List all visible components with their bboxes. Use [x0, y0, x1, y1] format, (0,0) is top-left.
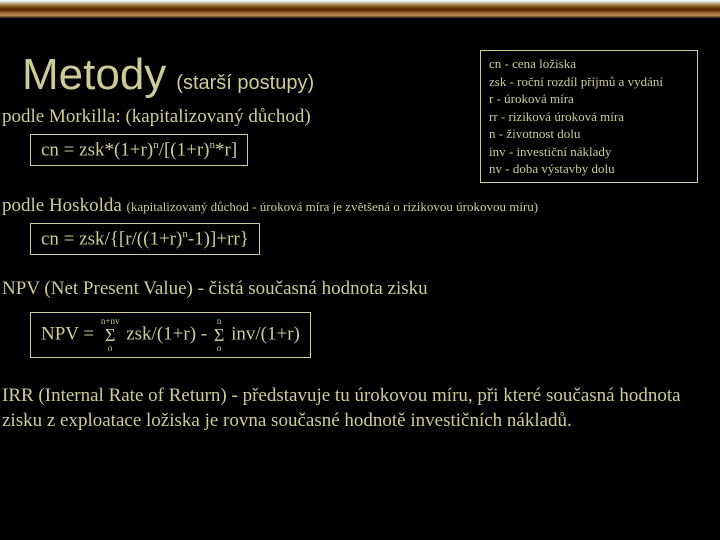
npv-section: NPV (Net Present Value) - čistá současná… [22, 277, 698, 358]
sigma2-bot: o [217, 344, 222, 353]
hoskold-formula-a: cn = zsk/{[r/((1+r) [41, 228, 182, 249]
slide-content: Metody (starší postupy) podle Morkilla: … [0, 18, 720, 433]
title-line: Metody (starší postupy) [22, 50, 462, 100]
npv-heading: NPV (Net Present Value) - čistá současná… [2, 277, 698, 302]
hoskold-intro-line: podle Hoskolda (kapitalizovaný důchod - … [2, 195, 698, 217]
legend-l2: zsk - roční rozdíl příjmů a vydání [489, 73, 689, 91]
hoskold-intro: podle Hoskolda [2, 195, 127, 216]
title-block: Metody (starší postupy) podle Morkilla: … [22, 50, 462, 166]
npv-f-a: NPV = [41, 323, 99, 344]
sigma-1: n+nvΣo [101, 317, 120, 353]
sigma1-bot: o [108, 344, 113, 353]
morkill-formula-a: cn = zsk*(1+r) [41, 139, 153, 160]
morkill-formula-c: *r] [215, 139, 237, 160]
irr-text: IRR (Internal Rate of Return) - představ… [2, 384, 698, 433]
hoskold-intro-small: (kapitalizovaný důchod - úroková míra je… [127, 199, 539, 214]
sigma1-char: Σ [105, 326, 115, 344]
legend-l6: inv - investiční náklady [489, 143, 689, 161]
morkill-formula-b: /[(1+r) [159, 139, 210, 160]
legend-l4: rr - riziková úroková míra [489, 108, 689, 126]
legend-l7: nv - doba výstavby dolu [489, 160, 689, 178]
legend-box: cn - cena ložiska zsk - roční rozdíl pří… [480, 50, 698, 183]
sigma2-char: Σ [214, 326, 224, 344]
sigma-2: nΣo [214, 317, 224, 353]
legend-l5: n - životnost dolu [489, 125, 689, 143]
morkill-formula: cn = zsk*(1+r)n/[(1+r)n*r] [30, 134, 248, 166]
hoskold-formula-b: -1)]+rr} [188, 228, 249, 249]
legend-l3: r - úroková míra [489, 90, 689, 108]
npv-f-b: zsk/(1+r) - [121, 323, 211, 344]
hoskold-formula: cn = zsk/{[r/((1+r)n-1)]+rr} [30, 223, 260, 255]
hoskold-section: podle Hoskolda (kapitalizovaný důchod - … [22, 195, 698, 255]
npv-f-c: inv/(1+r) [226, 323, 300, 344]
header-row: Metody (starší postupy) podle Morkilla: … [22, 50, 698, 183]
npv-formula: NPV = n+nvΣo zsk/(1+r) - nΣo inv/(1+r) [30, 312, 311, 358]
title-main: Metody [22, 50, 166, 100]
legend-l1: cn - cena ložiska [489, 55, 689, 73]
irr-section: IRR (Internal Rate of Return) - představ… [22, 384, 698, 433]
title-sub: (starší postupy) [176, 72, 314, 95]
decorative-topbar [0, 0, 720, 18]
morkill-intro: podle Morkilla: (kapitalizovaný důchod) [2, 106, 462, 128]
